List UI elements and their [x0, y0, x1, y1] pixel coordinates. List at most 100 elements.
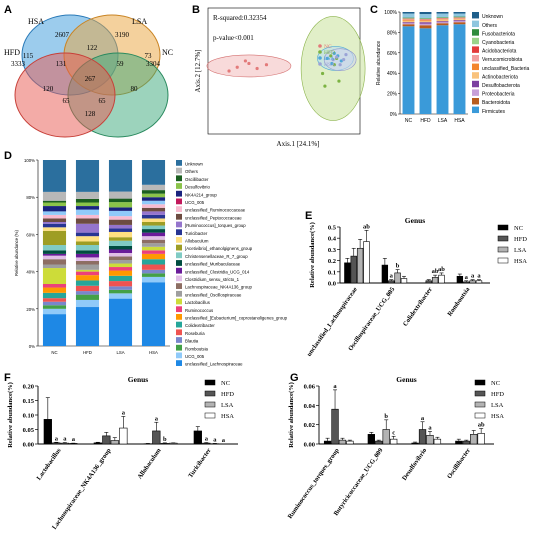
genus-bar-segment — [75, 160, 100, 192]
genus-stacked-bar-chart: 0% 20% 40% 60% 80% 100% Relative abundance (%)… — [14, 158, 288, 367]
pcoa-point-nc — [227, 69, 231, 73]
phylum-bar-segment — [453, 21, 466, 23]
genus-legend-swatch — [176, 237, 182, 243]
genus-g-title: Genus — [396, 375, 417, 384]
genus-legend-swatch — [176, 290, 182, 297]
genus-g-x-tick-label: Oscillibacter — [446, 447, 472, 480]
genus-bar-segment — [42, 253, 67, 256]
genus-e-bar — [381, 264, 389, 284]
pcoa-ellipse-nc — [206, 54, 292, 78]
venn-region-hfd-nc-x: 65 — [63, 97, 71, 105]
genus-bar-segment — [108, 270, 133, 276]
pcoa-point-hsa — [331, 58, 335, 62]
genus-e-y-tick-label: 0.2 — [328, 258, 336, 265]
genus-f-x-tick-label: Lactobacillus — [36, 447, 63, 482]
genus-bar-segment — [75, 264, 100, 270]
genus-e-legend-label-lsa: LSA — [514, 247, 527, 254]
genus-e-significance-label: a — [477, 273, 481, 280]
genus-g-legend-label-hsa: HSA — [491, 413, 504, 420]
genus-legend-label: Unknown — [185, 162, 204, 167]
phylum-bar-segment — [402, 13, 415, 18]
genus-f-y-axis-label: Relative abundance(%) — [7, 382, 14, 448]
genus-bar-segment — [75, 245, 100, 251]
phylum-legend-swatch — [472, 63, 479, 71]
genus-f-bar — [52, 442, 61, 445]
genus-e-bar — [469, 280, 476, 284]
genus-y-tick-label: 20% — [26, 307, 35, 312]
phylum-y-tick-label: 40% — [387, 71, 398, 77]
pcoa-legend-marker-nc — [318, 44, 322, 48]
genus-legend-swatch — [176, 314, 182, 320]
genus-legend-label: unclassified_Oscillospiraceae — [185, 292, 242, 297]
genus-bar-segment — [141, 246, 166, 251]
genus-g-significance-label: a — [428, 424, 432, 431]
genus-bar-segment — [75, 291, 100, 295]
genus-g-significance-label: a — [421, 415, 425, 422]
genus-bar-segment — [108, 160, 133, 192]
pcoa-legend-marker-hsa — [318, 62, 322, 66]
genus-bar-segment — [108, 293, 133, 299]
phylum-legend-swatch — [472, 37, 479, 45]
genus-bar-segment — [108, 289, 133, 294]
phylum-bar-segment — [453, 18, 466, 20]
genus-f-bar — [160, 443, 169, 445]
phylum-bar-segment — [402, 18, 415, 20]
genus-bar-segment — [108, 298, 133, 346]
genus-legend-swatch — [176, 252, 182, 259]
genus-f-bar — [60, 442, 69, 445]
genus-g-x-tick-label: Ruminococcus_torques_group — [287, 447, 341, 520]
genus-f-legend-label-lsa: LSA — [221, 402, 234, 409]
genus-bar-segment — [42, 218, 67, 222]
genus-bar-segment — [141, 160, 166, 185]
genus-bar-segment — [42, 206, 67, 212]
genus-e-title: Genus — [405, 216, 426, 225]
genus-e-bar — [425, 280, 432, 284]
genus-legend-label: Roseburia — [185, 331, 205, 336]
genus-bar-segment — [42, 287, 67, 293]
phylum-bar-segment — [419, 23, 432, 26]
pcoa-legend-label-nc: NC — [324, 44, 332, 50]
phylum-bar-segment — [436, 22, 449, 24]
phylum-bar-segment — [436, 19, 449, 20]
genus-legend-swatch — [176, 360, 182, 366]
genus-legend-swatch — [176, 160, 182, 166]
venn-region-nc-lsa-x: 80 — [131, 85, 139, 93]
venn-region-bottom: 128 — [85, 110, 96, 118]
phylum-bar-segment — [436, 18, 449, 20]
phylum-bar-segment — [436, 17, 449, 19]
phylum-bar-segment — [419, 22, 432, 24]
genus-bar-segment — [108, 207, 133, 211]
venn-region-mid-low: 65 — [99, 97, 107, 105]
genus-bar-segment — [42, 245, 67, 251]
genus-f-significance-label: a — [63, 436, 67, 443]
genus-bar-chart-f: Genus 0.00 0.05 0.10 0.15 0.20 Relative abunda… — [7, 375, 238, 531]
genus-e-y-tick-label: 0.1 — [328, 269, 336, 276]
phylum-bar-segment — [419, 21, 432, 23]
genus-bar-segment — [108, 198, 133, 203]
genus-legend-swatch — [176, 283, 182, 289]
genus-bar-segment — [141, 190, 166, 194]
genus-bar-segment — [141, 211, 166, 215]
phylum-legend-label: Unknown — [482, 14, 503, 20]
genus-bar-segment — [42, 227, 67, 231]
genus-legend-swatch — [176, 190, 182, 197]
phylum-y-axis-label: Relative abundance — [376, 41, 382, 85]
genus-bar-segment — [42, 191, 67, 201]
genus-f-legend-label-hsa: HSA — [221, 413, 234, 420]
genus-e-bar — [388, 280, 395, 284]
genus-legend-swatch — [176, 344, 182, 351]
genus-bar-segment — [42, 314, 67, 346]
genus-e-bar — [363, 241, 370, 284]
phylum-bar-segment — [419, 18, 432, 20]
genus-bar-segment — [42, 255, 67, 260]
phylum-bar-segment — [402, 19, 415, 21]
genus-bar-segment — [75, 271, 100, 276]
genus-x-tick-label: LSA — [116, 350, 124, 355]
phylum-x-tick-label: LSA — [438, 118, 448, 124]
pcoa-y-axis-label: Axis.2 [12.7%] — [194, 50, 202, 93]
genus-f-bar — [43, 419, 52, 445]
genus-e-y-tick-label: 0.3 — [328, 247, 337, 254]
genus-bar-segment — [108, 237, 133, 241]
pcoa-point-hsa — [335, 55, 339, 59]
genus-f-significance-label: a — [122, 409, 126, 416]
